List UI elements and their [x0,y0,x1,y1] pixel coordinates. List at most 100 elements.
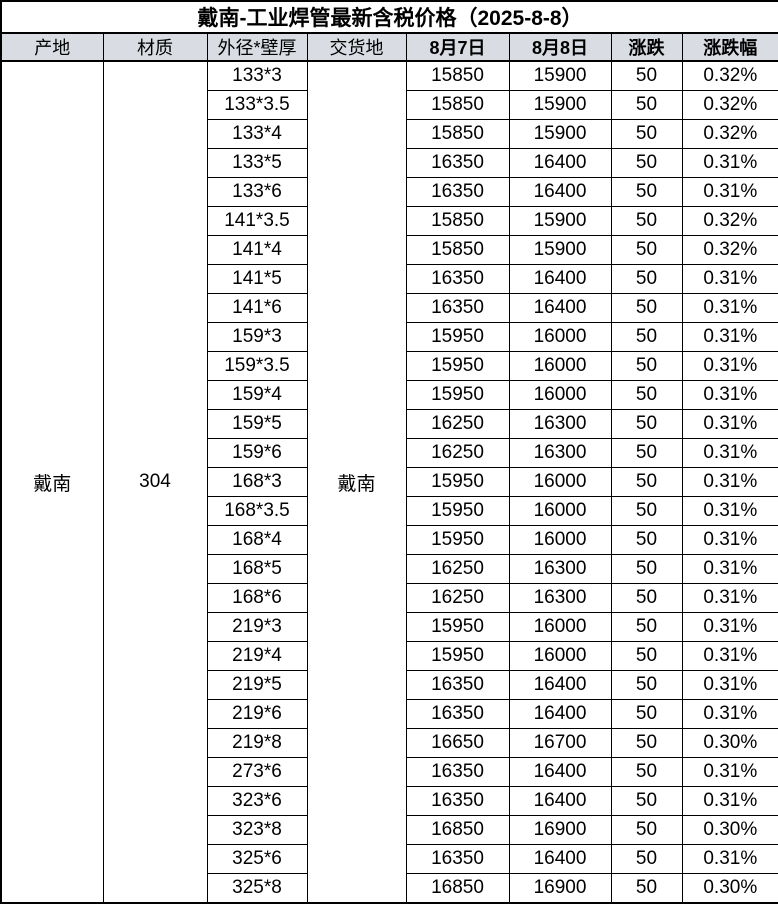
table-row: 159*3.5 15950 16000 50 0.31% [1,351,778,381]
table-row: 133*5 16350 16400 50 0.31% [1,148,778,178]
table-row: 133*3.5 15850 15900 50 0.32% [1,90,778,120]
spec-cell: 219*4 [206,641,308,671]
change-pct-cell: 0.30% [681,728,778,758]
table-row: 141*4 15850 15900 50 0.32% [1,235,778,265]
price-aug8-cell: 16300 [508,583,612,613]
table-row: 159*4 15950 16000 50 0.31% [1,380,778,410]
table-row: 325*8 16850 16900 50 0.30% [1,873,778,904]
table-title: 戴南-工业焊管最新含税价格（2025-8-8） [0,0,778,34]
spec-cell: 273*6 [206,757,308,787]
change-pct-cell: 0.31% [681,438,778,468]
change-cell: 50 [610,670,683,700]
price-aug8-cell: 16000 [508,322,612,352]
change-pct-cell: 0.31% [681,148,778,178]
change-cell: 50 [610,699,683,729]
table-row: 168*3.5 15950 16000 50 0.31% [1,496,778,526]
table-row: 168*3 15950 16000 50 0.31% [1,467,778,497]
price-aug7-cell: 16650 [405,728,510,758]
delivery-cell: 戴南 [306,60,407,904]
change-pct-cell: 0.31% [681,844,778,874]
price-aug7-cell: 16350 [405,786,510,816]
change-cell: 50 [610,235,683,265]
change-pct-cell: 0.30% [681,815,778,845]
table-row: 323*8 16850 16900 50 0.30% [1,815,778,845]
table-row: 219*5 16350 16400 50 0.31% [1,670,778,700]
change-cell: 50 [610,467,683,497]
spec-cell: 168*3.5 [206,496,308,526]
price-aug7-cell: 16350 [405,844,510,874]
spec-cell: 159*3 [206,322,308,352]
price-aug8-cell: 15900 [508,235,612,265]
change-pct-cell: 0.31% [681,699,778,729]
price-aug7-cell: 16250 [405,409,510,439]
spec-cell: 325*8 [206,873,308,904]
change-pct-cell: 0.31% [681,583,778,613]
price-aug8-cell: 16400 [508,177,612,207]
change-cell: 50 [610,351,683,381]
change-pct-cell: 0.31% [681,641,778,671]
price-aug7-cell: 16350 [405,699,510,729]
change-cell: 50 [610,264,683,294]
price-aug7-cell: 16350 [405,670,510,700]
table-row: 141*6 16350 16400 50 0.31% [1,293,778,323]
header-spec: 外径*壁厚 [206,32,308,62]
table-row: 219*6 16350 16400 50 0.31% [1,699,778,729]
change-pct-cell: 0.32% [681,60,778,91]
table-row: 159*3 15950 16000 50 0.31% [1,322,778,352]
change-cell: 50 [610,554,683,584]
price-aug7-cell: 16350 [405,757,510,787]
change-pct-cell: 0.31% [681,351,778,381]
price-aug8-cell: 15900 [508,60,612,91]
spec-cell: 168*4 [206,525,308,555]
price-aug8-cell: 16300 [508,409,612,439]
change-cell: 50 [610,148,683,178]
spec-cell: 219*8 [206,728,308,758]
change-pct-cell: 0.31% [681,467,778,497]
spec-cell: 141*6 [206,293,308,323]
price-aug7-cell: 16850 [405,873,510,904]
spec-cell: 141*4 [206,235,308,265]
price-aug7-cell: 15950 [405,641,510,671]
spec-cell: 133*4 [206,119,308,149]
price-aug8-cell: 16400 [508,786,612,816]
price-aug7-cell: 16350 [405,177,510,207]
price-aug8-cell: 16000 [508,467,612,497]
change-pct-cell: 0.31% [681,380,778,410]
change-cell: 50 [610,409,683,439]
price-aug8-cell: 16700 [508,728,612,758]
price-aug8-cell: 15900 [508,90,612,120]
table-row: 219*4 15950 16000 50 0.31% [1,641,778,671]
table-row: 323*6 16350 16400 50 0.31% [1,786,778,816]
table-row: 戴南 304 133*3 戴南 15850 15900 50 0.32% [0,60,778,904]
price-aug7-cell: 16250 [405,583,510,613]
price-aug8-cell: 16400 [508,699,612,729]
header-change-pct: 涨跌幅 [681,32,778,62]
spec-cell: 323*6 [206,786,308,816]
change-pct-cell: 0.31% [681,670,778,700]
price-aug7-cell: 15950 [405,467,510,497]
price-aug8-cell: 15900 [508,119,612,149]
change-pct-cell: 0.32% [681,235,778,265]
price-aug7-cell: 16250 [405,554,510,584]
change-cell: 50 [610,293,683,323]
change-cell: 50 [610,206,683,236]
table-row: 219*8 16650 16700 50 0.30% [1,728,778,758]
price-aug7-cell: 15950 [405,351,510,381]
spec-cell: 141*5 [206,264,308,294]
spec-cell: 159*5 [206,409,308,439]
spec-cell: 219*3 [206,612,308,642]
change-pct-cell: 0.31% [681,322,778,352]
table-row: 168*6 16250 16300 50 0.31% [1,583,778,613]
price-aug8-cell: 16400 [508,293,612,323]
price-aug8-cell: 16000 [508,612,612,642]
change-cell: 50 [610,90,683,120]
price-aug7-cell: 15850 [405,60,510,91]
header-material: 材质 [102,32,208,62]
price-aug8-cell: 16400 [508,264,612,294]
change-cell: 50 [610,786,683,816]
origin-cell: 戴南 [0,60,104,904]
spec-cell: 159*6 [206,438,308,468]
price-aug8-cell: 16400 [508,844,612,874]
spec-cell: 141*3.5 [206,206,308,236]
